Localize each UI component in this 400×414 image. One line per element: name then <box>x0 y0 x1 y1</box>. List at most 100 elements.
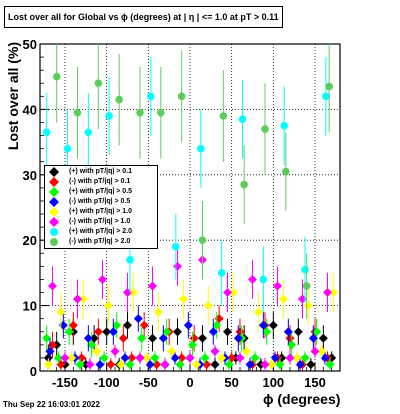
data-point <box>323 288 332 298</box>
x-tick-label: -100 <box>94 375 120 390</box>
data-point <box>273 281 282 291</box>
data-point <box>177 92 186 101</box>
series-4 <box>43 272 338 371</box>
legend-marker-shape <box>49 187 59 197</box>
data-point <box>110 346 120 356</box>
data-point <box>223 288 232 298</box>
data-point <box>68 320 78 330</box>
data-point <box>268 320 278 330</box>
x-axis-label: ϕ (degrees) <box>263 391 341 407</box>
data-point <box>75 359 85 369</box>
data-point <box>219 112 228 120</box>
data-point <box>135 353 145 363</box>
data-point <box>175 359 185 369</box>
data-point <box>198 236 207 244</box>
data-point <box>285 333 295 343</box>
legend-entry: (-) with pT/|q| > 2.0 <box>45 237 157 247</box>
x-tick-label: -150 <box>52 375 78 390</box>
x-tick-label: 50 <box>224 375 238 390</box>
data-point <box>53 353 63 363</box>
data-point <box>43 359 53 369</box>
x-tick-label: 0 <box>186 375 193 390</box>
data-point <box>318 333 328 343</box>
data-point <box>148 281 157 291</box>
series-3 <box>45 305 330 371</box>
data-point <box>275 359 285 369</box>
data-point <box>106 359 116 369</box>
data-point <box>233 333 243 343</box>
data-point <box>210 359 220 369</box>
data-point <box>85 359 95 369</box>
data-point <box>52 72 61 81</box>
y-tick-label: 40 <box>23 102 37 117</box>
data-point <box>202 359 212 369</box>
series-7 <box>52 44 333 319</box>
data-point <box>224 359 234 369</box>
data-point <box>300 353 310 363</box>
data-point <box>147 92 155 101</box>
y-tick-label: 50 <box>23 37 37 52</box>
data-point <box>98 274 107 284</box>
axes: -150 -100 -50 0 50 100 150 0 10 20 30 40 50 <box>23 37 341 390</box>
data-point <box>203 301 213 311</box>
legend-marker-shape <box>49 197 59 207</box>
series-2 <box>42 312 335 371</box>
data-point <box>308 333 318 343</box>
data-point <box>188 340 197 350</box>
data-point <box>197 144 205 153</box>
legend-marker-shape <box>49 207 59 217</box>
data-point <box>261 125 269 133</box>
x-tick-label: -50 <box>139 375 158 390</box>
data-point <box>240 180 248 189</box>
data-point <box>278 294 288 304</box>
data-point <box>60 353 70 363</box>
data-point <box>238 115 247 124</box>
data-point <box>103 301 113 311</box>
x-tick-label: 100 <box>262 375 284 390</box>
data-point <box>223 327 232 337</box>
data-point <box>250 353 260 363</box>
data-point <box>112 320 122 330</box>
data-point <box>45 346 55 356</box>
data-point <box>152 359 162 369</box>
data-point <box>192 359 202 369</box>
data-point <box>172 242 180 251</box>
data-point <box>208 327 218 337</box>
data-point <box>170 353 180 363</box>
data-point <box>115 95 123 104</box>
data-point <box>301 265 309 274</box>
legend-entry: (+) with pT/|q| > 2.0 <box>45 227 157 237</box>
legend-marker <box>49 217 59 227</box>
data-point <box>108 327 118 337</box>
data-point <box>280 121 288 130</box>
data-point <box>87 340 97 350</box>
data-point <box>328 288 338 298</box>
data-point <box>120 353 130 363</box>
data-point <box>118 333 128 343</box>
data-point <box>142 353 152 363</box>
legend-marker <box>49 177 59 187</box>
legend-marker <box>49 167 59 177</box>
legend-marker-shape <box>49 177 59 187</box>
data-point <box>189 333 199 343</box>
data-point <box>260 359 270 369</box>
data-point <box>210 346 220 356</box>
y-tick-label: 30 <box>23 168 37 183</box>
data-point <box>322 92 330 101</box>
data-point <box>133 314 143 324</box>
data-point <box>63 144 72 153</box>
data-point <box>267 359 277 369</box>
data-point <box>312 327 322 337</box>
legend-label: (+) with pT/|q| > 1.0 <box>69 208 133 215</box>
legend-marker <box>49 197 59 207</box>
data-point <box>242 346 252 356</box>
data-point <box>183 320 193 330</box>
data-point <box>293 327 303 337</box>
data-point <box>303 301 313 311</box>
data-point <box>245 359 255 369</box>
legend-label: (-) with pT/|q| > 2.0 <box>69 238 131 245</box>
data-point <box>325 359 335 369</box>
data-point <box>320 353 330 363</box>
footer-timestamp: Thu Sep 22 16:03:01 2022 <box>3 400 100 409</box>
